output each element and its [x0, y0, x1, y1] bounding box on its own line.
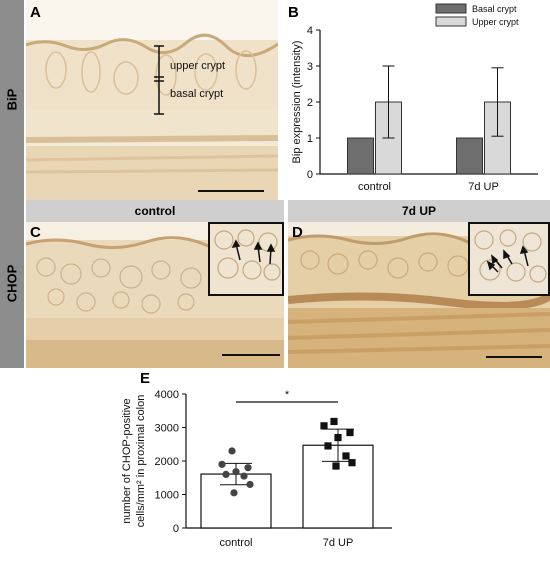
y-tick-label: 4000 — [155, 389, 179, 401]
micrograph-d: D — [288, 222, 550, 368]
data-point — [330, 417, 338, 426]
chart-e-container: E 0 1000 2000 3000 4000 number of CHOP-positi… — [0, 368, 550, 558]
data-point — [246, 480, 254, 489]
row-label-chop: CHOP — [4, 264, 20, 303]
data-point — [240, 472, 248, 480]
chart-e: 0 1000 2000 3000 4000 number of CHOP-positive… — [121, 389, 392, 549]
y-tick-label: 4 — [307, 25, 313, 37]
legend-label: Upper crypt — [472, 17, 519, 27]
y-tick-label: 1000 — [155, 490, 179, 502]
crypt-bracket — [154, 45, 164, 115]
data-point — [218, 460, 226, 468]
data-point — [320, 422, 328, 430]
scale-bar-a — [198, 190, 264, 192]
row-label-bip: BiP — [4, 88, 20, 111]
legend-label: Basal crypt — [472, 4, 517, 14]
inset-d — [468, 222, 550, 296]
data-point — [342, 452, 350, 460]
scale-bar-d — [486, 356, 542, 358]
y-tick-label: 3000 — [155, 423, 179, 435]
label-upper-crypt: upper crypt — [170, 60, 226, 72]
x-tick-label: 7d UP — [468, 181, 499, 193]
bar — [456, 137, 483, 175]
y-tick-label: 1 — [307, 133, 313, 145]
legend-swatch — [435, 3, 467, 14]
chart-b: 0 1 2 3 4 Bip expression (intensity) control 7d… — [291, 3, 538, 193]
data-point — [332, 462, 340, 470]
data-point — [232, 468, 240, 476]
significance-marker: * — [285, 389, 290, 401]
y-axis-label-line2: cells/mm² in proximal colon — [135, 395, 147, 528]
data-point — [334, 433, 342, 442]
panel-letter-b: B — [288, 4, 299, 21]
y-axis-label-line1: number of CHOP-positive — [121, 398, 133, 523]
y-axis-label: Bip expression (intensity) — [291, 41, 303, 164]
panel-letter-d: D — [292, 224, 303, 241]
micrograph-a-art — [26, 0, 278, 200]
header-control: control — [26, 200, 284, 222]
y-tick-label: 2 — [307, 97, 313, 109]
y-tick-label: 3 — [307, 61, 313, 73]
row-label-chop-bar — [0, 200, 24, 368]
label-basal-crypt: basal crypt — [170, 88, 224, 100]
scale-bar-c — [222, 354, 280, 356]
x-tick-label: 7d UP — [323, 537, 354, 549]
header-7d-up: 7d UP — [288, 200, 550, 222]
panel-letter-e: E — [140, 370, 151, 387]
panel-letter-a: A — [30, 4, 41, 21]
data-point — [348, 459, 356, 467]
bar — [347, 137, 374, 175]
y-tick-label: 0 — [307, 169, 313, 181]
x-tick-label: control — [358, 181, 391, 193]
inset-c-art — [214, 229, 281, 281]
panel-letter-c: C — [30, 224, 41, 241]
micrograph-a: A upper crypt basal crypt — [26, 0, 278, 200]
inset-d-art — [474, 229, 547, 283]
inset-c — [208, 222, 284, 296]
data-point — [324, 442, 332, 450]
data-point — [230, 489, 238, 497]
y-tick-label: 0 — [173, 523, 179, 535]
x-tick-label: control — [219, 537, 252, 549]
row-label-bip-bar — [0, 0, 24, 200]
data-point — [346, 428, 354, 437]
data-point — [244, 464, 252, 472]
data-point — [222, 470, 230, 478]
y-tick-label: 2000 — [155, 456, 179, 468]
micrograph-c: C — [26, 222, 284, 368]
data-point — [228, 447, 236, 455]
chart-b-container: B 0 1 2 3 4 Bip expression (intensity) control… — [280, 0, 550, 200]
legend-swatch — [435, 16, 467, 27]
